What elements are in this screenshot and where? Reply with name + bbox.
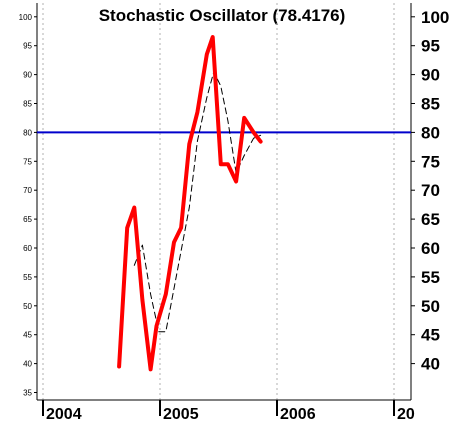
year-tick-label: 20 (397, 406, 415, 423)
year-tick-label: 2005 (163, 406, 199, 423)
series-group (117, 35, 263, 372)
right-tick-label: 45 (421, 326, 440, 345)
right-axis-ticks: 40 45 50 55 60 65 70 75 80 85 90 95 100 (411, 8, 449, 374)
stochastic-line-red (117, 35, 263, 372)
right-tick-label: 40 (421, 355, 440, 374)
left-tick-label: 90 (23, 71, 32, 80)
right-tick-label: 60 (421, 239, 440, 258)
right-tick-label: 75 (421, 152, 440, 171)
left-tick-label: 60 (23, 244, 32, 253)
left-tick-label: 40 (23, 360, 32, 369)
right-tick-label: 65 (421, 210, 440, 229)
left-tick-label: 35 (23, 389, 32, 398)
right-tick-label: 100 (421, 8, 449, 27)
grid (42, 3, 395, 400)
right-tick-label: 95 (421, 37, 440, 56)
right-tick-label: 70 (421, 181, 440, 200)
x-axis-ticks: 2004 2005 2006 20 (42, 400, 415, 423)
left-tick-label: 65 (23, 215, 32, 224)
right-tick-label: 90 (421, 66, 440, 85)
left-tick-label: 85 (23, 100, 32, 109)
right-tick-label: 50 (421, 297, 440, 316)
right-tick-label: 55 (421, 268, 440, 287)
left-tick-label: 55 (23, 273, 32, 282)
left-tick-label: 70 (23, 186, 32, 195)
left-tick-label: 80 (23, 128, 32, 137)
left-axis-ticks: 35 40 45 50 55 60 65 70 75 80 85 90 95 100 (19, 13, 37, 398)
year-tick-label: 2004 (46, 406, 82, 423)
right-tick-label: 80 (421, 123, 440, 142)
chart-title: Stochastic Oscillator (78.4176) (99, 6, 346, 25)
left-tick-label: 75 (23, 157, 32, 166)
axes (36, 3, 412, 401)
left-tick-label: 45 (23, 331, 32, 340)
left-tick-label: 95 (23, 42, 32, 51)
left-tick-label: 100 (19, 13, 33, 22)
right-tick-label: 85 (421, 95, 440, 114)
year-tick-label: 2006 (280, 406, 316, 423)
left-tick-label: 50 (23, 302, 32, 311)
